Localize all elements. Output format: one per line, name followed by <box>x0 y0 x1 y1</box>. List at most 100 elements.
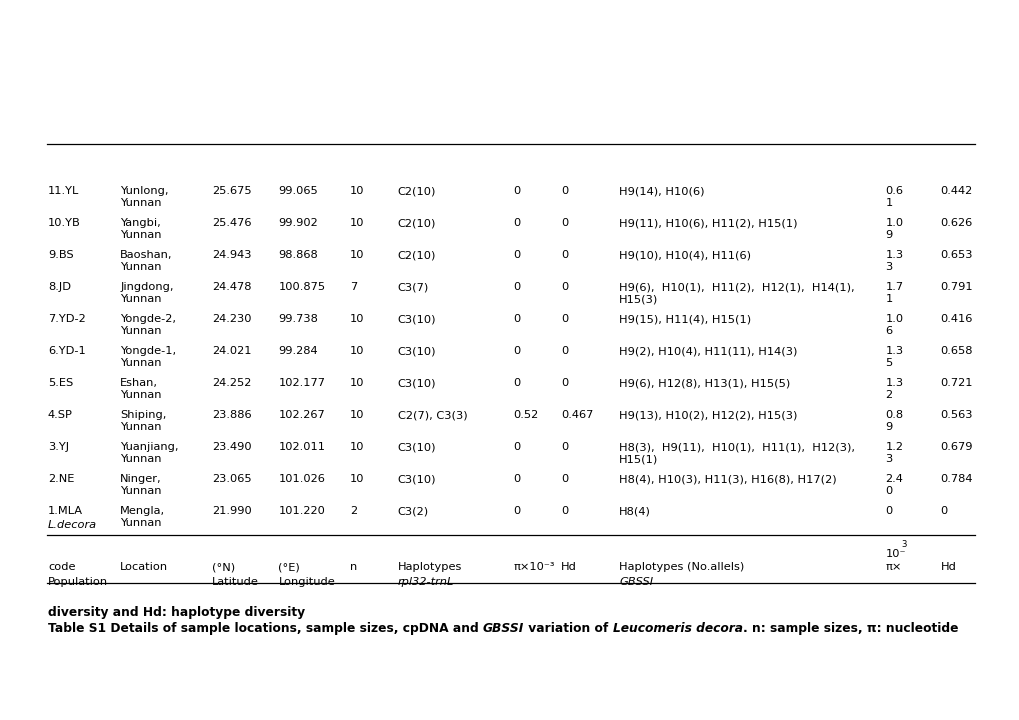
Text: 2: 2 <box>350 506 357 516</box>
Text: 0: 0 <box>513 346 520 356</box>
Text: 0: 0 <box>513 282 520 292</box>
Text: 100.875: 100.875 <box>278 282 325 292</box>
Text: 2.NE: 2.NE <box>48 474 74 484</box>
Text: 0.442: 0.442 <box>940 186 972 196</box>
Text: 24.943: 24.943 <box>212 250 252 260</box>
Text: 101.220: 101.220 <box>278 506 325 516</box>
Text: 0: 0 <box>560 186 568 196</box>
Text: 0.679: 0.679 <box>940 442 972 452</box>
Text: 102.177: 102.177 <box>278 378 325 388</box>
Text: H9(13), H10(2), H12(2), H15(3): H9(13), H10(2), H12(2), H15(3) <box>619 410 797 420</box>
Text: C3(2): C3(2) <box>397 506 429 516</box>
Text: 24.230: 24.230 <box>212 314 252 324</box>
Text: 3.YJ: 3.YJ <box>48 442 69 452</box>
Text: 0.653: 0.653 <box>940 250 972 260</box>
Text: 0: 0 <box>560 474 568 484</box>
Text: 6.YD-1: 6.YD-1 <box>48 346 86 356</box>
Text: Hd: Hd <box>560 562 577 572</box>
Text: C3(10): C3(10) <box>397 314 436 324</box>
Text: 102.011: 102.011 <box>278 442 325 452</box>
Text: 102.267: 102.267 <box>278 410 325 420</box>
Text: 1.3
3: 1.3 3 <box>884 250 903 272</box>
Text: 0: 0 <box>560 442 568 452</box>
Text: 5.ES: 5.ES <box>48 378 73 388</box>
Text: L.decora: L.decora <box>48 520 97 530</box>
Text: 0: 0 <box>560 506 568 516</box>
Text: Haplotypes (No.allels): Haplotypes (No.allels) <box>619 562 744 572</box>
Text: Yunlong,
Yunnan: Yunlong, Yunnan <box>120 186 169 208</box>
Text: 1.3
5: 1.3 5 <box>884 346 903 368</box>
Text: 98.868: 98.868 <box>278 250 318 260</box>
Text: 0.416: 0.416 <box>940 314 972 324</box>
Text: 1.MLA: 1.MLA <box>48 506 83 516</box>
Text: 1.3
2: 1.3 2 <box>884 378 903 400</box>
Text: Baoshan,
Yunnan: Baoshan, Yunnan <box>120 250 172 272</box>
Text: 0: 0 <box>513 250 520 260</box>
Text: Table S1 Details of sample locations, sample sizes, cpDNA and: Table S1 Details of sample locations, sa… <box>48 622 483 635</box>
Text: 10: 10 <box>350 218 364 228</box>
Text: C3(10): C3(10) <box>397 346 436 356</box>
Text: C2(7), C3(3): C2(7), C3(3) <box>397 410 467 420</box>
Text: 10.YB: 10.YB <box>48 218 81 228</box>
Text: H9(15), H11(4), H15(1): H9(15), H11(4), H15(1) <box>619 314 751 324</box>
Text: 99.284: 99.284 <box>278 346 318 356</box>
Text: Mengla,
Yunnan: Mengla, Yunnan <box>120 506 165 528</box>
Text: 7.YD-2: 7.YD-2 <box>48 314 86 324</box>
Text: 99.065: 99.065 <box>278 186 318 196</box>
Text: 2.4
0: 2.4 0 <box>884 474 903 496</box>
Text: 0.8
9: 0.8 9 <box>884 410 903 432</box>
Text: Hd: Hd <box>940 562 956 572</box>
Text: 0: 0 <box>560 346 568 356</box>
Text: Population: Population <box>48 577 108 587</box>
Text: H8(4), H10(3), H11(3), H16(8), H17(2): H8(4), H10(3), H11(3), H16(8), H17(2) <box>619 474 836 484</box>
Text: 10: 10 <box>350 474 364 484</box>
Text: C3(10): C3(10) <box>397 378 436 388</box>
Text: GBSSI: GBSSI <box>619 577 652 587</box>
Text: Shiping,
Yunnan: Shiping, Yunnan <box>120 410 166 432</box>
Text: C3(10): C3(10) <box>397 474 436 484</box>
Text: . n: sample sizes, π: nucleotide: . n: sample sizes, π: nucleotide <box>742 622 957 635</box>
Text: H9(14), H10(6): H9(14), H10(6) <box>619 186 704 196</box>
Text: 99.902: 99.902 <box>278 218 318 228</box>
Text: 99.738: 99.738 <box>278 314 318 324</box>
Text: 23.886: 23.886 <box>212 410 252 420</box>
Text: 1.7
1: 1.7 1 <box>884 282 903 304</box>
Text: code: code <box>48 562 75 572</box>
Text: 25.476: 25.476 <box>212 218 252 228</box>
Text: C3(7): C3(7) <box>397 282 429 292</box>
Text: 0.52: 0.52 <box>513 410 538 420</box>
Text: 21.990: 21.990 <box>212 506 252 516</box>
Text: 3: 3 <box>901 540 906 549</box>
Text: 10: 10 <box>350 346 364 356</box>
Text: 0: 0 <box>513 186 520 196</box>
Text: 0.626: 0.626 <box>940 218 972 228</box>
Text: 0: 0 <box>560 250 568 260</box>
Text: Yangbi,
Yunnan: Yangbi, Yunnan <box>120 218 162 240</box>
Text: 1.2
3: 1.2 3 <box>884 442 903 464</box>
Text: 8.JD: 8.JD <box>48 282 71 292</box>
Text: 10: 10 <box>350 410 364 420</box>
Text: 1.0
9: 1.0 9 <box>884 218 903 240</box>
Text: C2(10): C2(10) <box>397 250 436 260</box>
Text: diversity and Hd: haplotype diversity: diversity and Hd: haplotype diversity <box>48 606 305 619</box>
Text: Eshan,
Yunnan: Eshan, Yunnan <box>120 378 162 400</box>
Text: 0: 0 <box>513 474 520 484</box>
Text: 0: 0 <box>560 282 568 292</box>
Text: 0: 0 <box>513 506 520 516</box>
Text: H9(11), H10(6), H11(2), H15(1): H9(11), H10(6), H11(2), H15(1) <box>619 218 797 228</box>
Text: π×10⁻³: π×10⁻³ <box>513 562 554 572</box>
Text: H8(3),  H9(11),  H10(1),  H11(1),  H12(3),
H15(1): H8(3), H9(11), H10(1), H11(1), H12(3), H… <box>619 442 854 464</box>
Text: 0: 0 <box>884 506 892 516</box>
Text: 7: 7 <box>350 282 357 292</box>
Text: 101.026: 101.026 <box>278 474 325 484</box>
Text: 23.065: 23.065 <box>212 474 252 484</box>
Text: π×: π× <box>884 562 901 572</box>
Text: 0.563: 0.563 <box>940 410 972 420</box>
Text: 0: 0 <box>513 378 520 388</box>
Text: 25.675: 25.675 <box>212 186 252 196</box>
Text: Latitude: Latitude <box>212 577 259 587</box>
Text: 0: 0 <box>513 442 520 452</box>
Text: Ninger,
Yunnan: Ninger, Yunnan <box>120 474 162 496</box>
Text: 24.478: 24.478 <box>212 282 252 292</box>
Text: n: n <box>350 562 357 572</box>
